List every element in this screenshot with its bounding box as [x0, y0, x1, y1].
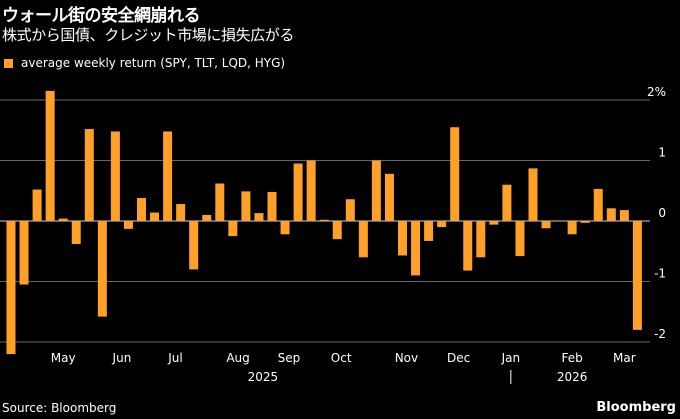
bar	[358, 221, 368, 258]
bar	[32, 189, 42, 221]
bar	[254, 213, 264, 221]
x-axis-ticks: May Jun Jul Aug Sep Oct Nov Dec Jan Feb Mar 2025 202…	[51, 351, 636, 384]
bar	[84, 129, 94, 221]
bar	[541, 221, 551, 229]
bar	[123, 221, 133, 229]
x-tick-label: Jul	[167, 351, 182, 365]
bar	[384, 173, 394, 221]
bar	[567, 221, 577, 235]
bar	[6, 221, 16, 355]
y-axis-ticks: 2% 1 0 -1 -2	[647, 85, 666, 341]
bar	[19, 221, 29, 285]
bar	[580, 221, 590, 223]
bar	[137, 198, 146, 221]
bar	[411, 221, 421, 276]
bar	[437, 221, 447, 228]
y-tick-label: -1	[654, 267, 666, 281]
bar	[150, 212, 160, 221]
bar	[97, 221, 107, 317]
bar	[450, 127, 460, 221]
bar	[319, 219, 329, 221]
x-tick-label: Jan	[501, 351, 521, 365]
bar	[502, 184, 512, 221]
bar	[463, 221, 473, 271]
bar	[176, 204, 186, 221]
bar	[332, 221, 342, 240]
bar	[306, 160, 316, 221]
bar	[163, 131, 173, 221]
bars	[6, 90, 642, 355]
bar	[554, 220, 564, 222]
bar	[593, 188, 603, 221]
bar	[515, 221, 525, 257]
bar	[228, 221, 238, 237]
bar	[202, 214, 212, 221]
x-tick-label: Oct	[331, 351, 352, 365]
y-tick-label: 2%	[647, 85, 666, 99]
bar	[632, 221, 642, 330]
legend: average weekly return (SPY, TLT, LQD, HY…	[4, 56, 285, 70]
bar	[424, 221, 434, 241]
bar	[345, 199, 355, 221]
bar	[528, 168, 538, 221]
chart-title: ウォール街の安全網崩れる	[2, 6, 201, 26]
legend-label: average weekly return (SPY, TLT, LQD, HY…	[21, 56, 286, 70]
bar	[45, 90, 55, 221]
bar	[58, 218, 68, 221]
x-tick-label: May	[51, 351, 76, 365]
year-label: 2025	[248, 370, 279, 384]
bar	[476, 221, 486, 258]
x-tick-label: Nov	[395, 351, 418, 365]
bar	[71, 221, 81, 244]
bar	[215, 183, 225, 221]
bar	[606, 208, 616, 221]
x-tick-label: Mar	[613, 351, 636, 365]
bar	[489, 221, 499, 225]
bar	[371, 160, 381, 221]
x-tick-label: Dec	[447, 351, 470, 365]
chart-subtitle: 株式から国債、クレジット市場に損失広がる	[2, 26, 295, 44]
bar	[619, 210, 629, 221]
year-label: 2026	[557, 370, 588, 384]
x-tick-label: Sep	[278, 351, 301, 365]
x-tick-label: Feb	[562, 351, 583, 365]
bar	[280, 221, 290, 235]
bar	[241, 191, 251, 221]
bar	[110, 131, 120, 221]
bar	[293, 163, 303, 221]
x-tick-label: Aug	[226, 351, 249, 365]
bar	[398, 221, 407, 256]
brand-logo: Bloomberg	[596, 400, 676, 415]
y-tick-label: 1	[658, 146, 666, 160]
bar	[189, 221, 199, 270]
source-note: Source: Bloomberg	[2, 401, 117, 415]
y-tick-label: -2	[654, 327, 666, 341]
legend-swatch	[4, 58, 13, 68]
x-tick-label: Jun	[112, 351, 132, 365]
y-tick-label: 0	[658, 206, 666, 220]
bar	[267, 191, 277, 221]
